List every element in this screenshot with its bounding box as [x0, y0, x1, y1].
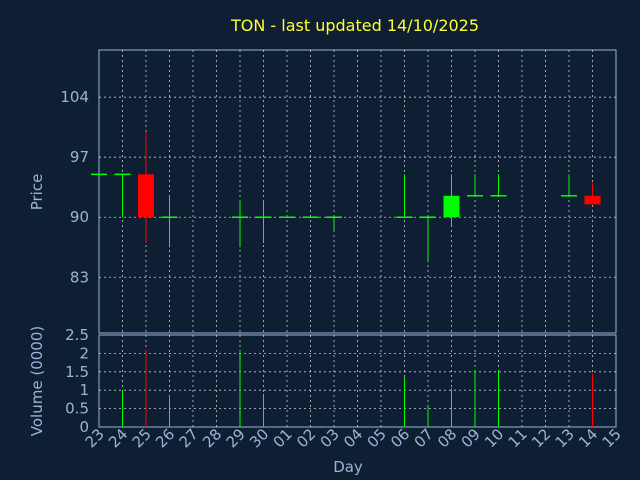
- candle-body: [467, 195, 483, 197]
- candle-body: [326, 216, 342, 218]
- x-axis-label: Day: [333, 458, 363, 476]
- candle-body: [232, 216, 248, 218]
- price-tick-label: 97: [70, 148, 89, 166]
- candle-body: [561, 195, 577, 197]
- volume-tick-label: 1.5: [65, 363, 89, 381]
- price-tick-label: 90: [70, 208, 89, 226]
- volume-tick-label: 2.5: [65, 326, 89, 344]
- candle-body: [584, 195, 601, 205]
- price-candles: [91, 131, 601, 261]
- chart-title: TON - last updated 14/10/2025: [230, 16, 479, 35]
- candle-body: [420, 216, 436, 218]
- volume-tick-label: 0: [79, 418, 89, 436]
- candle-body: [138, 174, 154, 218]
- price-axis-ticks: 83 90 97 104: [60, 88, 89, 286]
- volume-bars: [122, 349, 593, 427]
- candle-body: [396, 216, 413, 218]
- price-axis-label: Price: [28, 174, 46, 211]
- candle-body: [302, 216, 319, 218]
- volume-axis-label: Volume (0000): [28, 326, 46, 436]
- volume-axis-ticks: 00.511.522.5: [65, 326, 89, 436]
- volume-tick-label: 0.5: [65, 400, 89, 418]
- volume-tick-label: 1: [79, 381, 89, 399]
- price-tick-label: 104: [60, 88, 89, 106]
- volume-tick-label: 2: [79, 344, 89, 362]
- candle-body: [490, 195, 507, 197]
- candle-body: [161, 216, 178, 218]
- price-tick-label: 83: [70, 268, 89, 286]
- candle-body: [443, 195, 460, 218]
- candle-body: [91, 173, 107, 176]
- x-axis-ticks: 2324252627282930010203040506070809101112…: [82, 425, 625, 451]
- candle-body: [255, 216, 272, 218]
- candle-body: [114, 173, 131, 176]
- candle-body: [279, 216, 295, 218]
